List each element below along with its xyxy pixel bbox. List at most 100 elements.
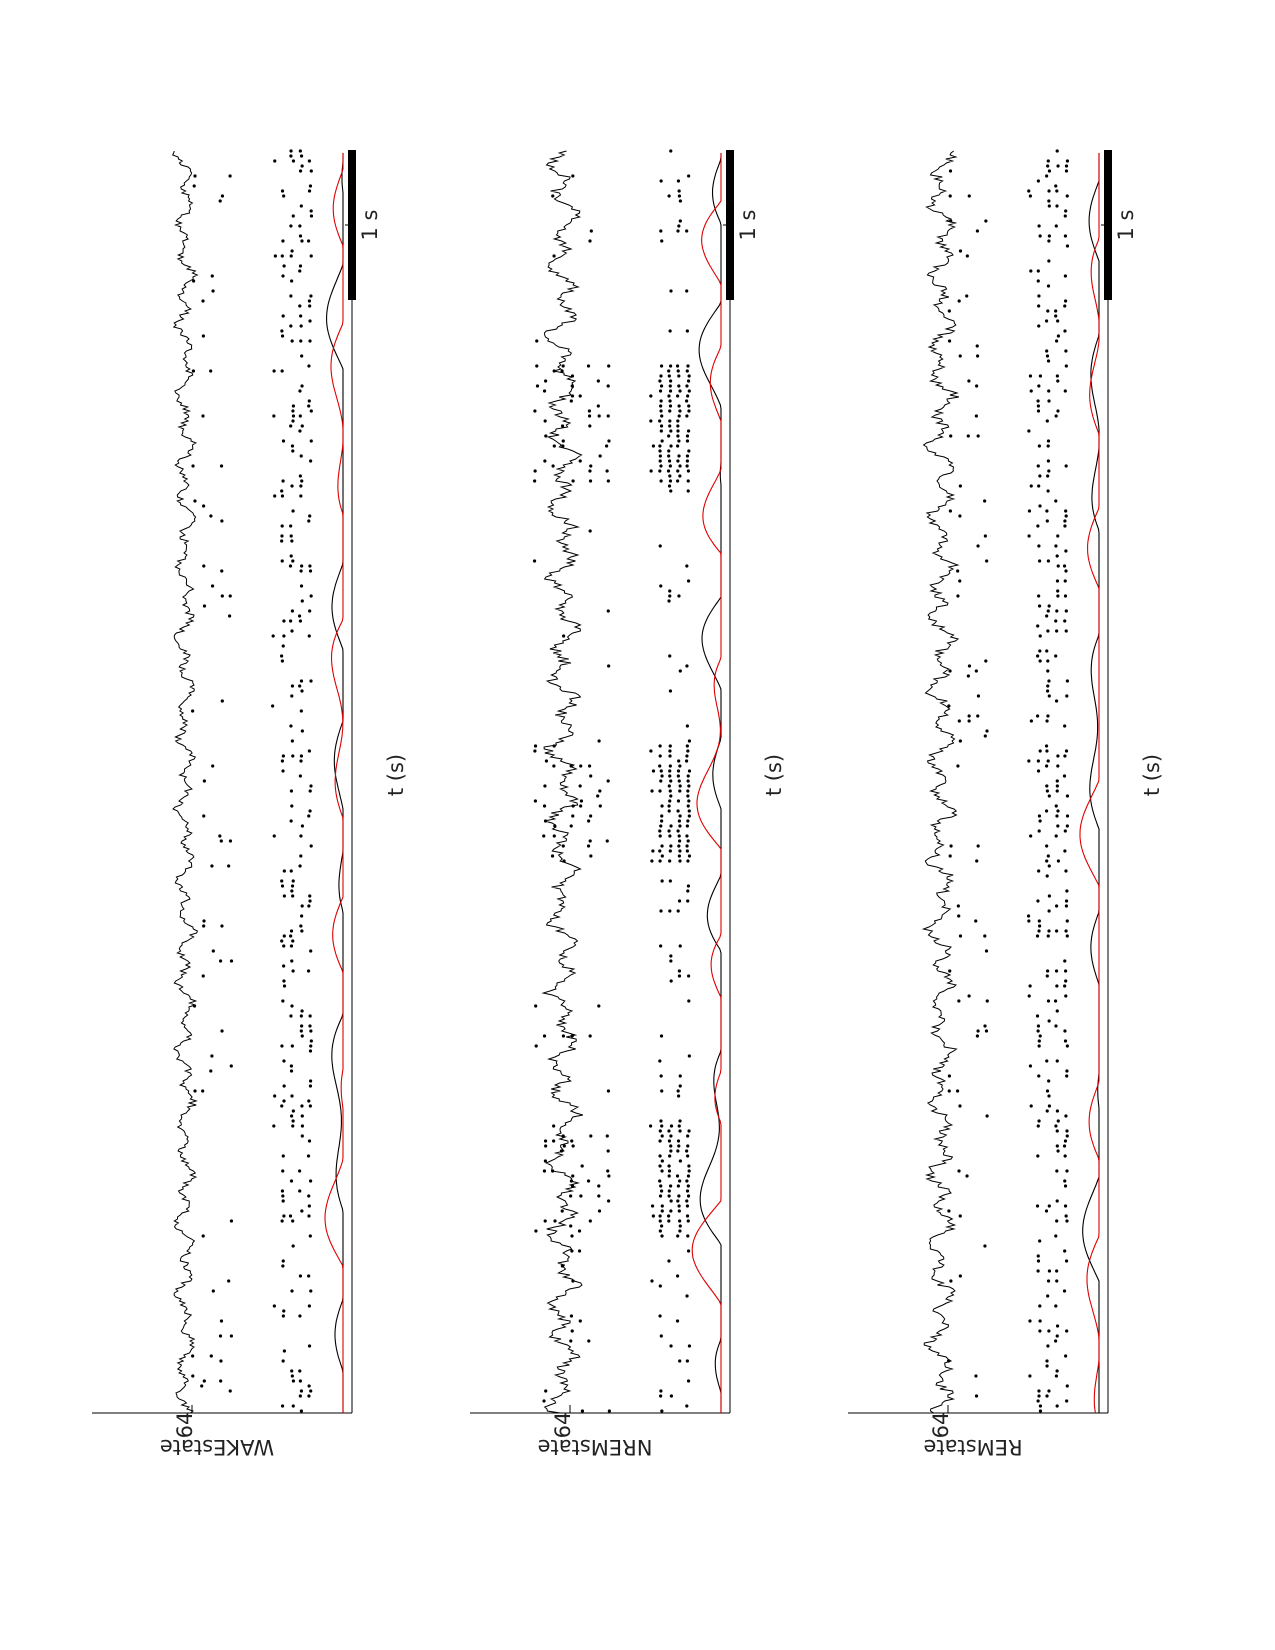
wake-spike [309, 439, 313, 443]
rem-spike [1064, 1214, 1068, 1218]
rem-spike [1064, 349, 1068, 353]
wake-spike [307, 299, 312, 303]
rem-spike [1046, 854, 1050, 858]
nrem-spike [678, 1159, 682, 1163]
wake-spike [220, 699, 224, 703]
nrem-spike [659, 909, 663, 913]
nrem-spike [686, 479, 690, 483]
wake-spike [308, 339, 312, 343]
nrem-spike [543, 1159, 548, 1163]
nrem-spike [542, 804, 547, 808]
rem-spike [1054, 834, 1058, 838]
nrem-spike [686, 379, 691, 383]
wake-spike [289, 224, 293, 228]
nrem-spike [686, 1144, 690, 1148]
nrem-spike [605, 469, 609, 473]
nrem-spike [685, 454, 690, 458]
rem-spike [975, 859, 979, 863]
rem-spike [1055, 1404, 1059, 1408]
rem-spike [1064, 994, 1068, 998]
rem-spike [1064, 164, 1069, 168]
wake-spike [291, 939, 295, 943]
nrem-spike [605, 1134, 609, 1138]
wake-spike [209, 369, 213, 373]
wake-spike [290, 609, 295, 613]
nrem-spike [571, 1174, 575, 1178]
rem-spike [1047, 909, 1051, 913]
nrem-spike [535, 364, 539, 368]
nrem-spike [589, 464, 593, 468]
rem-spike [1055, 784, 1059, 788]
wake-spike [289, 724, 293, 728]
wake-spike [298, 269, 302, 273]
nrem-spike [533, 409, 537, 413]
wake-spike [211, 764, 215, 768]
nrem-spike [667, 1214, 671, 1218]
wake-spike [280, 884, 285, 888]
wake-spike [193, 499, 197, 503]
rem-spike [1044, 319, 1049, 323]
nrem-spike [651, 444, 656, 448]
nrem-spike [685, 664, 689, 668]
nrem-spike [658, 459, 662, 463]
wake-spike [307, 404, 311, 408]
wake-spike [202, 779, 206, 783]
nrem-spike [569, 1339, 573, 1343]
rem-spike [1064, 629, 1068, 633]
nrem-spike [667, 1139, 672, 1143]
nrem-spike [668, 364, 673, 368]
wake-spike [281, 1199, 285, 1203]
rem-spike [1045, 974, 1049, 978]
rem-spike [1027, 429, 1031, 433]
nrem-spike [685, 459, 689, 463]
rem-spike [983, 1024, 987, 1028]
rem-spike [1036, 1399, 1040, 1403]
nrem-spike [668, 764, 672, 768]
rem-spike [1063, 754, 1067, 758]
nrem-spike [687, 1169, 691, 1173]
wake-spike [273, 1094, 277, 1098]
nrem-spike [668, 689, 673, 693]
wake-spike [309, 254, 313, 258]
wake-spike [289, 619, 293, 623]
wake-spike [290, 889, 294, 893]
wake-spike [309, 594, 313, 598]
nrem-spike [668, 409, 672, 413]
nrem-spike [677, 1144, 681, 1148]
nrem-spike [685, 1294, 689, 1298]
nrem-spike [560, 369, 564, 373]
rem-spike [1064, 169, 1069, 173]
rem-spike [1045, 789, 1049, 793]
wake-spike [282, 619, 286, 623]
wake-spike [219, 1319, 224, 1323]
rem-spike [1046, 459, 1050, 463]
wake-spike [289, 1069, 294, 1073]
rem-spike [956, 764, 960, 768]
rem-spike [1055, 779, 1059, 783]
rem-spike [1038, 1409, 1043, 1413]
nrem-spike [687, 974, 691, 978]
wake-spike [298, 414, 302, 418]
nrem-spike [587, 409, 591, 413]
nrem-spike [685, 1179, 689, 1183]
rem-spike [1047, 234, 1051, 238]
rem-spike [1036, 404, 1041, 408]
rem-spike [983, 499, 987, 503]
nrem-spike [677, 969, 682, 973]
rem-spike [1037, 869, 1041, 873]
nrem-spike [668, 754, 672, 758]
nrem-spike [684, 759, 689, 763]
nrem-spike [660, 819, 664, 823]
rem-spike [1045, 1059, 1049, 1063]
rem-spike [1063, 1154, 1067, 1158]
rem-spike [1044, 1209, 1049, 1213]
nrem-spike [667, 1219, 671, 1223]
nrem-spike [606, 414, 610, 418]
wake-spike [201, 299, 205, 303]
wake-spike [219, 839, 223, 843]
nrem-spike [685, 329, 689, 333]
nrem-spike [676, 229, 680, 233]
nrem-spike [676, 1199, 680, 1203]
rem-spike [1047, 1094, 1051, 1098]
